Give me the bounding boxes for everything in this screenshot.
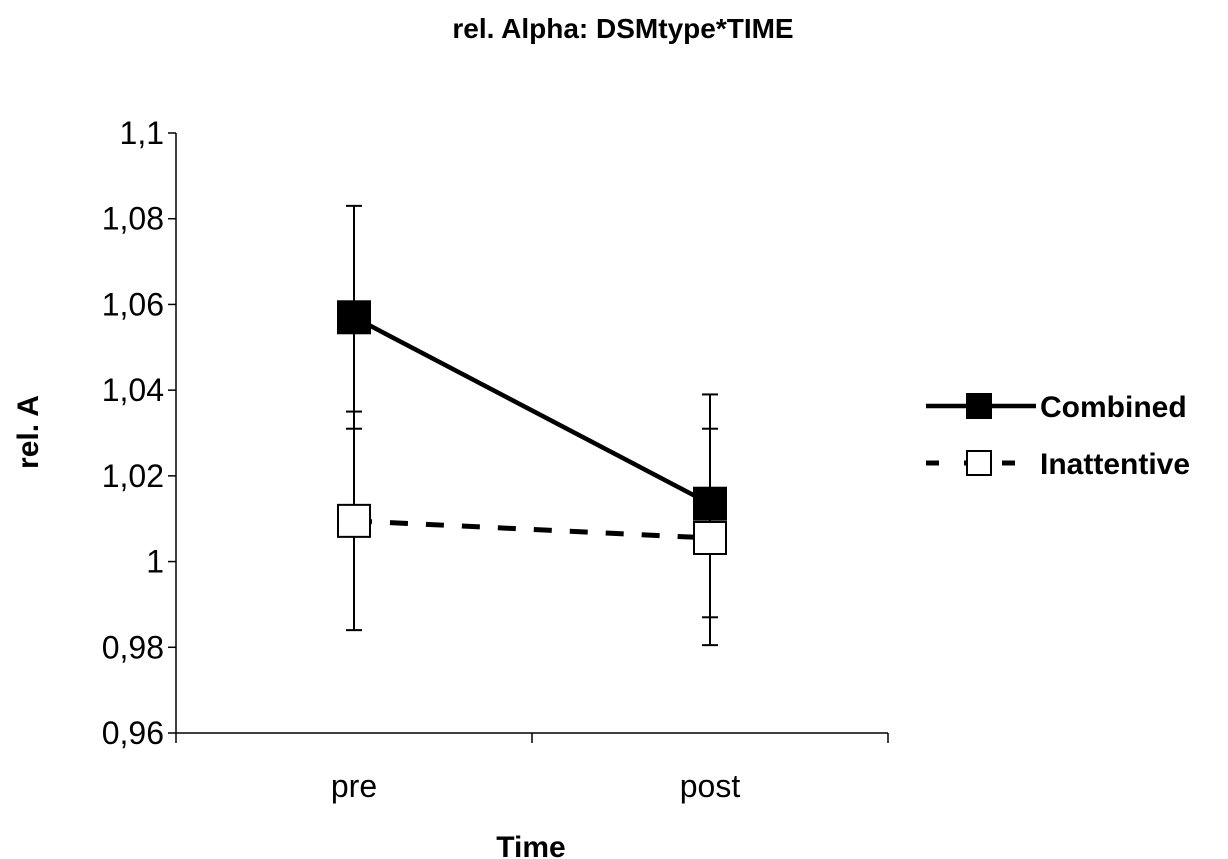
x-tick-label-pre: pre [331,768,377,804]
series-lines [352,315,712,541]
axes [175,133,888,734]
series-markers [337,300,727,555]
marker-combined-post [693,486,727,521]
y-axis-title: rel. A [12,395,45,469]
x-axis-ticks: pre post [175,733,889,804]
legend-label-inattentive: Inattentive [1040,448,1190,481]
series-line-combined [352,315,712,506]
marker-combined-pre [337,300,371,335]
y-axis-ticks: 0,96 0,98 1 1,02 1,04 1,06 1,08 1,1 [102,115,176,751]
y-tick-label: 1,04 [102,372,164,408]
x-tick-label-post: post [680,768,741,804]
x-axis-title: Time [496,831,565,859]
series-line-inattentive [353,518,711,541]
y-tick-label: 0,98 [102,629,164,665]
y-tick-label: 1,1 [120,115,164,151]
legend-marker-inattentive [966,450,992,476]
legend-marker-combined [966,393,992,419]
y-tick-label: 1 [146,544,164,580]
marker-inattentive-pre [337,503,371,538]
legend: Combined Inattentive [926,391,1190,481]
legend-label-combined: Combined [1040,391,1187,424]
y-tick-label: 1,06 [102,286,164,322]
y-tick-label: 1,08 [102,201,164,237]
error-bars [346,204,718,647]
y-tick-label: 0,96 [102,715,164,751]
marker-inattentive-post [693,521,727,555]
chart-title: rel. Alpha: DSMtype*TIME [452,13,793,44]
y-tick-label: 1,02 [102,458,164,494]
